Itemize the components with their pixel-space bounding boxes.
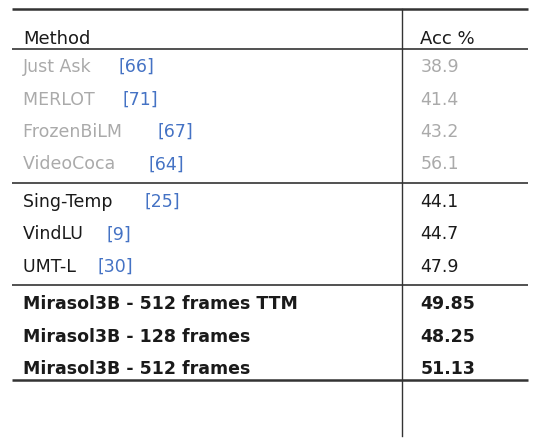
Text: [30]: [30] [98, 258, 133, 276]
Text: 41.4: 41.4 [421, 91, 458, 108]
Text: Acc %: Acc % [421, 30, 475, 48]
Text: 43.2: 43.2 [421, 123, 459, 141]
Text: VideoCoca: VideoCoca [23, 155, 120, 173]
Text: Mirasol3B - 512 frames: Mirasol3B - 512 frames [23, 360, 250, 378]
Text: Sing-Temp: Sing-Temp [23, 193, 118, 211]
Text: Mirasol3B - 128 frames: Mirasol3B - 128 frames [23, 328, 250, 346]
Text: [66]: [66] [118, 58, 154, 76]
Text: UMT-L: UMT-L [23, 258, 81, 276]
Text: 56.1: 56.1 [421, 155, 459, 173]
Text: FrozenBiLM: FrozenBiLM [23, 123, 127, 141]
Text: [71]: [71] [122, 91, 158, 108]
Text: Method: Method [23, 30, 90, 48]
Text: [64]: [64] [148, 155, 184, 173]
Text: 51.13: 51.13 [421, 360, 475, 378]
Text: [9]: [9] [107, 225, 132, 244]
Text: 49.85: 49.85 [421, 295, 475, 314]
Text: 48.25: 48.25 [421, 328, 475, 346]
Text: 47.9: 47.9 [421, 258, 459, 276]
Text: Just Ask: Just Ask [23, 58, 97, 76]
Text: 44.7: 44.7 [421, 225, 458, 244]
Text: 44.1: 44.1 [421, 193, 458, 211]
Text: VindLU: VindLU [23, 225, 88, 244]
Text: MERLOT: MERLOT [23, 91, 100, 108]
Text: [25]: [25] [145, 193, 180, 211]
Text: Mirasol3B - 512 frames TTM: Mirasol3B - 512 frames TTM [23, 295, 298, 314]
Text: 38.9: 38.9 [421, 58, 459, 76]
Text: [67]: [67] [157, 123, 193, 141]
